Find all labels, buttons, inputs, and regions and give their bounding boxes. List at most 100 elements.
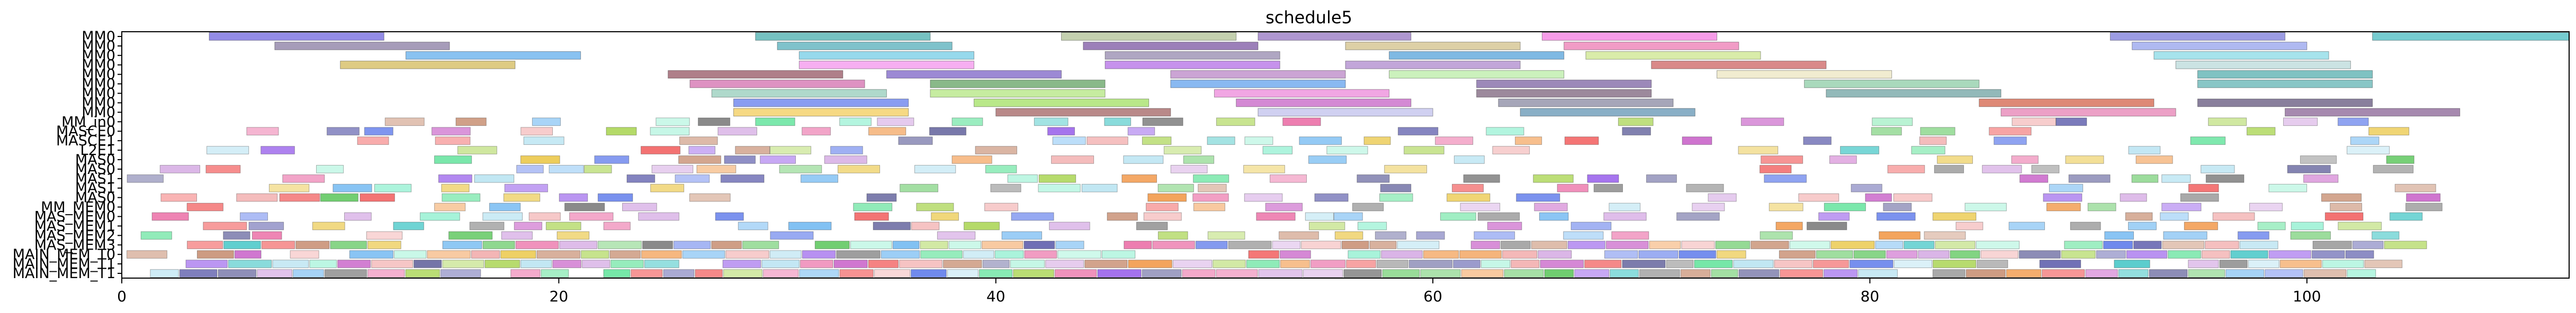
task-bar	[1416, 231, 1445, 240]
task-bar	[2163, 231, 2207, 240]
task-bar	[2373, 165, 2414, 173]
task-bar	[552, 260, 582, 268]
task-bar	[474, 174, 515, 183]
task-bar	[1121, 174, 1157, 183]
task-bar	[679, 136, 718, 145]
task-bar	[1357, 222, 1387, 231]
task-bar	[597, 193, 633, 202]
task-bar	[1622, 260, 1666, 268]
task-bar	[638, 212, 679, 221]
task-bar	[1649, 241, 1681, 250]
task-bar	[1534, 202, 1568, 211]
task-bar	[1679, 250, 1716, 259]
task-bar	[1459, 250, 1502, 259]
task-bar	[2350, 136, 2380, 145]
task-bar	[1769, 202, 1803, 211]
task-bar	[1157, 231, 1188, 240]
y-tick-label: MAS0	[75, 152, 115, 168]
task-bar	[1682, 136, 1712, 145]
task-bar	[900, 183, 938, 192]
task-bar	[1610, 269, 1639, 278]
task-bar	[1453, 260, 1480, 268]
task-bar	[159, 165, 200, 173]
task-bar	[1477, 212, 1520, 221]
task-bar	[1492, 146, 1530, 154]
task-bar	[1123, 155, 1164, 164]
task-bar	[2008, 222, 2045, 231]
task-bar	[282, 174, 325, 183]
task-bar	[1804, 79, 1980, 88]
task-bar	[990, 183, 1021, 192]
task-bar	[434, 202, 466, 211]
y-tick-label: MM_MEM0	[41, 199, 115, 216]
task-bar	[1717, 250, 1746, 259]
task-bar	[223, 241, 261, 250]
dense-task-bars	[127, 117, 2443, 278]
task-bar	[1346, 260, 1376, 268]
task-bar	[1038, 183, 1081, 192]
task-bar	[2061, 250, 2096, 259]
task-bar	[324, 269, 367, 278]
task-bar	[405, 51, 581, 60]
task-bar	[1789, 241, 1830, 250]
task-bar	[1236, 98, 1412, 107]
task-bar	[920, 250, 963, 259]
task-bar	[364, 127, 393, 136]
task-bar	[866, 193, 897, 202]
task-bar	[228, 260, 272, 268]
task-bar	[777, 42, 953, 50]
task-bar	[1157, 183, 1194, 192]
task-bar	[1389, 70, 1565, 79]
task-bar	[682, 250, 725, 259]
task-bar	[1258, 32, 1412, 41]
task-bar	[2131, 174, 2159, 183]
task-bar	[742, 241, 779, 250]
task-bar	[2043, 193, 2083, 202]
task-bar	[2285, 108, 2461, 117]
task-bar	[720, 174, 765, 183]
task-bar	[1932, 269, 1965, 278]
task-bar	[1584, 260, 1622, 268]
task-bar	[2208, 117, 2247, 126]
task-bar	[1461, 269, 1504, 278]
task-bar	[1849, 260, 1893, 268]
task-bar	[1423, 250, 1459, 259]
task-bar	[2018, 250, 2061, 259]
task-bar	[246, 127, 279, 136]
task-bar	[2118, 269, 2149, 278]
task-bar	[2006, 269, 2042, 278]
task-bar	[1256, 212, 1296, 221]
task-bar	[469, 222, 505, 231]
task-bar	[1638, 250, 1679, 259]
task-bar	[650, 127, 690, 136]
task-bar	[2384, 241, 2427, 250]
task-bar	[1470, 241, 1500, 250]
task-bar	[930, 79, 1106, 88]
task-bar	[1258, 108, 1433, 117]
task-bar	[631, 269, 663, 278]
task-bar	[1738, 146, 1779, 154]
task-bar	[1918, 250, 1950, 259]
task-bar	[2283, 117, 2318, 126]
task-bar	[1104, 117, 1132, 126]
task-bar	[1305, 212, 1334, 221]
task-bar	[2238, 231, 2269, 240]
task-bar	[1057, 250, 1101, 259]
task-bar	[964, 222, 1000, 231]
task-bar	[1213, 260, 1246, 268]
task-bar	[1357, 174, 1390, 183]
task-bar	[484, 260, 520, 268]
task-bar	[2312, 241, 2352, 250]
task-bar	[975, 146, 1017, 154]
task-bar	[761, 260, 800, 268]
task-bar	[914, 165, 956, 173]
task-bar	[937, 231, 976, 240]
task-bar	[1676, 212, 1720, 221]
y-tick-label: MM0	[82, 95, 115, 111]
y-tick-label: MM0	[82, 67, 115, 83]
task-bar	[1228, 241, 1272, 250]
task-bar	[873, 222, 911, 231]
task-bar	[1310, 260, 1346, 268]
task-bar	[698, 117, 731, 126]
